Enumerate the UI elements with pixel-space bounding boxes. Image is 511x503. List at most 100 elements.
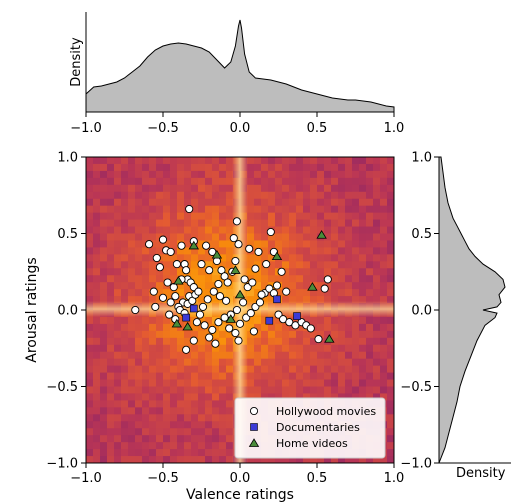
- heatmap-cell: [212, 177, 220, 186]
- heatmap-cell: [156, 177, 164, 186]
- heatmap-cell: [184, 393, 192, 401]
- heatmap-cell: [128, 344, 136, 353]
- heatmap-cell: [107, 323, 115, 332]
- heatmap-cell: [303, 344, 311, 353]
- heatmap-cell: [247, 351, 255, 360]
- point-hollywood-movie: [200, 321, 209, 330]
- heatmap-cell: [100, 177, 108, 186]
- point-home-video: [182, 321, 193, 331]
- point-hollywood-movie: [215, 292, 225, 301]
- heatmap-cell: [86, 254, 94, 262]
- heatmap-cell: [226, 456, 234, 463]
- point-hollywood-movie: [202, 241, 211, 250]
- heatmap-cell: [156, 330, 164, 339]
- heatmap-cell: [149, 407, 157, 415]
- heatmap-cell: [86, 365, 94, 374]
- heatmap-cell: [121, 226, 129, 235]
- heatmap-cell: [198, 386, 206, 395]
- main-plot-ticks: −1.0−1.0−0.5−0.50.00.00.50.51.01.0: [46, 151, 404, 487]
- heatmap-cell: [338, 337, 346, 346]
- heatmap-cell: [331, 184, 339, 193]
- heatmap-cell: [303, 358, 311, 367]
- heatmap-cell: [177, 233, 185, 242]
- heatmap-cell: [100, 282, 108, 290]
- heatmap-cell: [226, 170, 234, 179]
- heatmap-cell: [149, 358, 157, 367]
- heatmap-cell: [380, 393, 388, 401]
- heatmap-cell: [247, 296, 255, 304]
- heatmap-cell: [177, 365, 185, 374]
- heatmap-cell: [149, 316, 157, 325]
- heatmap-cell: [282, 191, 290, 200]
- heatmap-cell: [86, 323, 94, 332]
- heatmap-cell: [149, 344, 157, 353]
- heatmap-cell: [331, 268, 339, 276]
- heatmap-cell: [198, 414, 206, 422]
- heatmap-cell: [247, 219, 255, 228]
- heatmap-cell: [247, 316, 255, 325]
- heatmap-cell: [191, 421, 199, 429]
- heatmap-cell: [156, 386, 164, 395]
- heatmap-cell: [205, 205, 213, 214]
- heatmap-cell: [177, 191, 185, 200]
- heatmap-cell: [184, 435, 192, 443]
- heatmap-cell: [268, 198, 276, 207]
- heatmap-cell: [268, 386, 276, 395]
- heatmap-cell: [100, 268, 108, 276]
- heatmap-cell: [149, 233, 157, 242]
- heatmap-cell: [163, 386, 171, 395]
- heatmap-cell: [170, 365, 178, 374]
- heatmap-cell: [142, 442, 150, 450]
- heatmap-cell: [212, 205, 220, 214]
- heatmap-cell: [359, 170, 367, 179]
- heatmap-cell: [219, 435, 227, 443]
- heatmap-cell: [191, 254, 199, 262]
- heatmap-cell: [296, 184, 304, 193]
- heatmap-cell: [114, 157, 122, 165]
- heatmap-cell: [373, 219, 381, 228]
- heatmap-cell: [107, 330, 115, 339]
- heatmap-cell: [219, 358, 227, 367]
- heatmap-cell: [205, 275, 213, 283]
- heatmap-cell: [142, 205, 150, 214]
- heatmap-cell: [121, 170, 129, 179]
- heatmap-cell: [324, 268, 332, 276]
- heatmap-cell: [359, 240, 367, 248]
- heatmap-cell: [310, 275, 318, 283]
- heatmap-cell: [135, 254, 143, 262]
- top-marginal-tick-label: −0.5: [147, 121, 179, 136]
- heatmap-cell: [163, 407, 171, 415]
- heatmap-cell: [303, 177, 311, 186]
- heatmap-cell: [296, 177, 304, 186]
- heatmap-cell: [359, 379, 367, 388]
- heatmap-cell: [163, 449, 171, 457]
- heatmap-cell: [380, 337, 388, 346]
- heatmap-cell: [254, 386, 262, 395]
- heatmap-cell: [198, 296, 206, 304]
- heatmap-cell: [128, 226, 136, 235]
- heatmap-cell: [226, 337, 234, 346]
- heatmap-cell: [303, 365, 311, 374]
- heatmap-cell: [149, 170, 157, 179]
- y-tick-label: −1.0: [46, 457, 78, 472]
- heatmap-cell: [338, 170, 346, 179]
- heatmap-cell: [184, 184, 192, 193]
- heatmap-cell: [100, 289, 108, 297]
- heatmap-cell: [156, 240, 164, 248]
- heatmap-cell: [121, 205, 129, 214]
- heatmap-cell: [352, 219, 360, 228]
- heatmap-cell: [219, 289, 227, 297]
- heatmap-cell: [212, 268, 220, 276]
- heatmap-cell: [149, 226, 157, 235]
- heatmap-cell: [387, 316, 394, 325]
- heatmap-cell: [86, 337, 94, 346]
- heatmap-cell: [205, 386, 213, 395]
- heatmap-cell: [296, 191, 304, 200]
- heatmap-cell: [149, 330, 157, 339]
- heatmap-cell: [205, 400, 213, 408]
- heatmap-cell: [296, 296, 304, 304]
- heatmap-cell: [163, 316, 171, 325]
- heatmap-cell: [149, 386, 157, 395]
- heatmap-cell: [331, 205, 339, 214]
- heatmap-cell: [317, 296, 325, 304]
